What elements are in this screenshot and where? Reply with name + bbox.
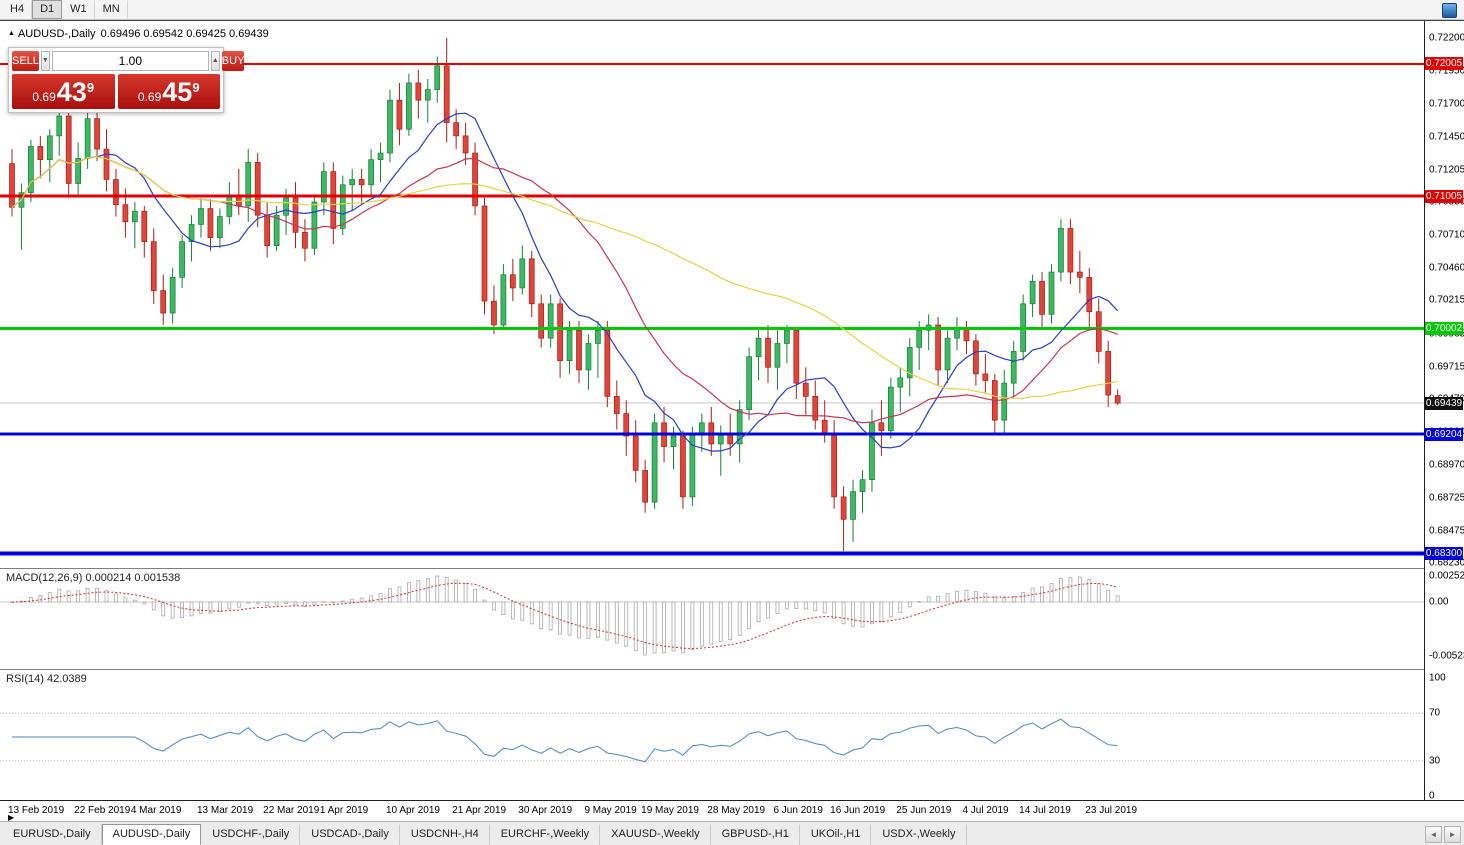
level-price-badge: 0.72005: [1425, 57, 1463, 71]
chart-title: ▲ AUDUSD-,Daily 0.69496 0.69542 0.69425 0.…: [8, 28, 269, 40]
macd-tick-label: -0.005234: [1429, 650, 1464, 662]
chart-symbol-label: AUDUSD-,Daily: [17, 28, 96, 40]
date-label: 16 Jun 2019: [830, 805, 886, 816]
tab-usdcad-daily[interactable]: USDCAD-,Daily: [300, 824, 400, 845]
tab-audusd-daily[interactable]: AUDUSD-,Daily: [101, 824, 202, 845]
volume-increase-button[interactable]: ▲: [210, 51, 220, 71]
sell-price-big: 43: [56, 77, 87, 107]
price-tick-label: 0.70460: [1429, 262, 1464, 274]
price-chart-canvas[interactable]: [0, 21, 1424, 800]
date-label: 25 Jun 2019: [896, 805, 952, 816]
current-price-badge: 0.69439: [1425, 396, 1463, 410]
timeframe-h4-button[interactable]: H4: [2, 0, 33, 19]
date-label: 4 Mar 2019: [130, 805, 182, 816]
price-tick-label: 0.68230: [1429, 557, 1464, 569]
chart-tabs: EURUSD-,Daily AUDUSD-,Daily USDCHF-,Daily U…: [0, 822, 1424, 845]
level-price-badge: 0.70002: [1425, 322, 1463, 336]
date-label: 22 Feb 2019: [74, 805, 131, 816]
chart-tab-bar: EURUSD-,Daily AUDUSD-,Daily USDCHF-,Daily U…: [0, 821, 1464, 845]
tab-usdcnh-h4[interactable]: USDCNH-,H4: [400, 824, 490, 845]
tab-eurchf-weekly[interactable]: EURCHF-,Weekly: [490, 824, 601, 845]
sell-price-display[interactable]: 0.69 43 9: [12, 74, 115, 109]
date-label: 19 May 2019: [641, 805, 699, 816]
date-label: 13 Feb 2019: [8, 805, 65, 816]
date-label: 28 May 2019: [707, 805, 766, 816]
rsi-tick-label: 0: [1429, 790, 1435, 802]
buy-price-big: 45: [162, 77, 193, 107]
chart-scroll-marker-icon: ▶: [8, 813, 15, 822]
sell-price-prefix: 0.69: [32, 90, 56, 104]
time-axis[interactable]: 13 Feb 2019 22 Feb 2019 4 Mar 2019 13 Mar 2…: [0, 800, 1464, 820]
price-tick-label: 0.70710: [1429, 229, 1464, 241]
price-tick-label: 0.68725: [1429, 492, 1464, 504]
date-label: 23 Jul 2019: [1085, 805, 1138, 816]
date-label: 6 Jun 2019: [773, 805, 823, 816]
timeframe-mn-button[interactable]: MN: [95, 0, 128, 19]
tab-scroll-right-button[interactable]: ►: [1444, 826, 1461, 843]
volume-input[interactable]: [51, 51, 209, 71]
level-price-badge: 0.69204: [1425, 427, 1463, 441]
macd-tick-label: 0.002522: [1429, 570, 1464, 582]
one-click-trading-panel: SELL ▼ ▲ BUY 0.69 43 9 0.69 45 9: [8, 47, 245, 113]
symbol-marker-icon: ▲: [8, 30, 15, 37]
volume-decrease-button[interactable]: ▼: [40, 51, 50, 71]
rsi-tick-label: 70: [1429, 707, 1441, 719]
tab-usdchf-daily[interactable]: USDCHF-,Daily: [201, 824, 301, 845]
date-label: 21 Apr 2019: [452, 805, 507, 816]
date-label: 9 May 2019: [584, 805, 637, 816]
chart-window: ▲ AUDUSD-,Daily 0.69496 0.69542 0.69425 0.…: [0, 20, 1464, 822]
rsi-tick-label: 30: [1429, 755, 1441, 767]
rsi-indicator-label: RSI(14) 42.0389: [6, 673, 87, 685]
price-tick-label: 0.68475: [1429, 525, 1464, 537]
macd-indicator-label: MACD(12,26,9) 0.000214 0.001538: [6, 572, 181, 584]
price-tick-label: 0.71205: [1429, 164, 1464, 176]
date-label: 30 Apr 2019: [518, 805, 573, 816]
buy-price-prefix: 0.69: [137, 90, 162, 104]
timeframe-toolbar: H4 D1 W1 MN: [0, 0, 1464, 20]
price-tick-label: 0.72200: [1429, 32, 1464, 44]
level-price-badge: 0.68300: [1425, 547, 1463, 561]
buy-price-display[interactable]: 0.69 45 9: [117, 74, 220, 109]
price-axis[interactable]: 0.722000.719500.717000.714500.712050.709…: [1424, 21, 1464, 802]
date-label: 13 Mar 2019: [197, 805, 254, 816]
tab-scroll-left-button[interactable]: ◄: [1425, 826, 1442, 843]
sell-button[interactable]: SELL: [12, 51, 39, 71]
price-tick-label: 0.71700: [1429, 98, 1464, 110]
date-label: 1 Apr 2019: [319, 805, 369, 816]
macd-tick-label: 0.00: [1429, 596, 1449, 608]
price-tick-label: 0.70215: [1429, 294, 1464, 306]
price-tick-label: 0.69715: [1429, 361, 1464, 373]
buy-price-sup: 9: [192, 80, 200, 95]
price-tick-label: 0.71950: [1429, 65, 1464, 77]
timeframe-d1-button[interactable]: D1: [32, 0, 63, 19]
buy-button[interactable]: BUY: [221, 51, 245, 71]
sell-price-sup: 9: [86, 80, 95, 95]
price-tick-label: 0.68970: [1429, 459, 1464, 471]
price-tick-label: 0.71450: [1429, 131, 1464, 143]
chart-ohlc-values: 0.69496 0.69542 0.69425 0.69439: [100, 28, 269, 40]
date-label: 14 Jul 2019: [1019, 805, 1071, 816]
level-price-badge: 0.71005: [1425, 189, 1463, 203]
tab-usdx-weekly[interactable]: USDX-,Weekly: [871, 824, 967, 845]
tab-gbpusd-h1[interactable]: GBPUSD-,H1: [711, 824, 800, 845]
tab-eurusd-daily[interactable]: EURUSD-,Daily: [2, 824, 102, 845]
date-label: 10 Apr 2019: [386, 805, 440, 816]
timeframe-w1-button[interactable]: W1: [62, 0, 95, 19]
tab-xauusd-weekly[interactable]: XAUUSD-,Weekly: [600, 824, 711, 845]
date-label: 4 Jul 2019: [962, 805, 1009, 816]
app-window-icon[interactable]: [1442, 3, 1457, 18]
rsi-tick-label: 100: [1429, 672, 1446, 684]
tab-ukoil-h1[interactable]: UKOil-,H1: [800, 824, 872, 845]
date-label: 22 Mar 2019: [263, 805, 320, 816]
